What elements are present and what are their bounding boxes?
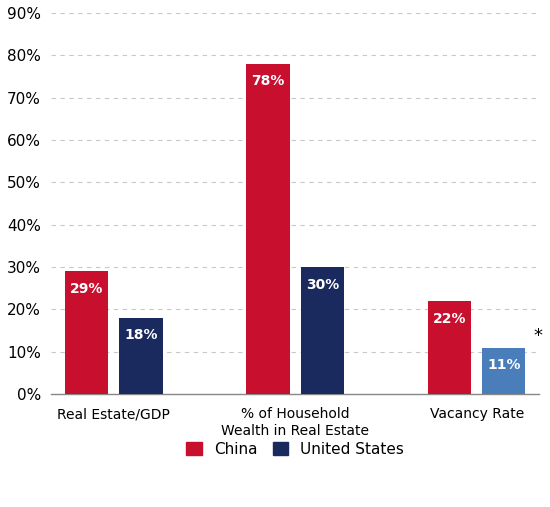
Bar	[428, 301, 471, 394]
Text: 29%: 29%	[70, 282, 103, 296]
Bar	[119, 318, 162, 394]
Bar	[65, 271, 108, 394]
Legend: China, United States: China, United States	[180, 436, 410, 463]
Bar	[482, 347, 525, 394]
Text: 22%: 22%	[433, 311, 466, 325]
Text: 30%: 30%	[306, 278, 339, 292]
Text: 11%: 11%	[487, 358, 521, 372]
Bar	[301, 267, 344, 394]
Text: 18%: 18%	[124, 329, 158, 342]
Bar	[246, 64, 289, 394]
Text: *: *	[534, 328, 542, 345]
Text: 78%: 78%	[251, 75, 285, 88]
